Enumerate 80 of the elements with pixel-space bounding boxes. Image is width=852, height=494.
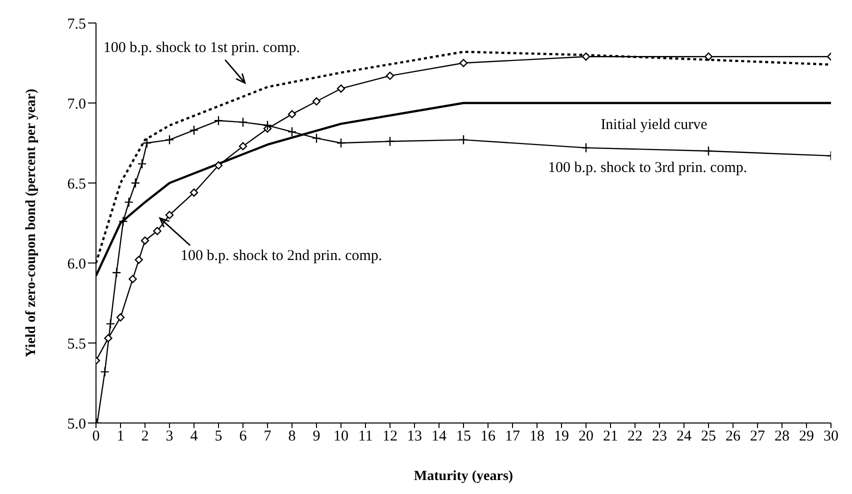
point (459, 58, 468, 68)
x-tick-label: 27 (750, 428, 766, 445)
point (238, 117, 248, 128)
point (336, 138, 346, 148)
point (134, 256, 143, 264)
point (704, 52, 713, 61)
point (582, 52, 590, 61)
x-tick-label: 10 (334, 428, 348, 445)
x-tick-label: 4 (190, 428, 198, 445)
y-tick-label: 6.0 (67, 256, 86, 272)
point (386, 72, 394, 80)
x-tick-label: 0 (92, 428, 100, 445)
point (104, 334, 112, 342)
x-tick-label: 15 (456, 428, 471, 445)
x-tick-label: 2 (141, 428, 149, 445)
series-label: 100 b.p. shock to 1st prin. comp. (103, 40, 300, 56)
x-tick-label: 20 (578, 428, 594, 445)
y-axis-title: Yield of zero-coupon bond (percent per year) (24, 88, 39, 358)
point (153, 226, 162, 236)
point (312, 97, 321, 106)
x-tick-label: 11 (358, 428, 373, 445)
point (581, 142, 591, 153)
x-tick-label: 23 (652, 428, 667, 445)
y-tick-label: 5.0 (67, 416, 86, 432)
x-tick-label: 9 (312, 428, 320, 445)
point (140, 236, 150, 245)
point (312, 133, 322, 144)
y-tick-label: 5.5 (67, 336, 86, 352)
series-label: 100 b.p. shock to 3rd prin. comp. (548, 160, 748, 176)
point (130, 178, 140, 188)
legend-label: 100 b.p. shock to 2nd prin. comp. (180, 248, 382, 264)
point (190, 188, 198, 197)
point (142, 138, 152, 148)
y-tick-label: 7.5 (67, 16, 86, 32)
x-tick-label: 26 (726, 428, 741, 445)
y-tick-label: 6.5 (67, 176, 86, 192)
x-tick-label: 7 (264, 428, 272, 445)
point (238, 142, 248, 150)
x-tick-label: 3 (166, 428, 174, 445)
x-tick-label: 1 (116, 428, 124, 445)
point (118, 216, 128, 226)
x-tick-label: 24 (676, 428, 692, 445)
point (704, 146, 714, 156)
series-label: Initial yield curve (600, 116, 708, 133)
point (165, 210, 174, 220)
point (116, 313, 125, 322)
x-tick-label: 29 (799, 428, 814, 445)
x-axis-title: Maturity (years) (414, 469, 514, 484)
point (336, 84, 346, 93)
x-tick-label: 14 (432, 428, 447, 445)
x-tick-label: 30 (824, 428, 838, 445)
x-tick-label: 28 (774, 428, 790, 445)
point (288, 110, 296, 118)
x-tick-label: 22 (628, 428, 642, 445)
x-tick-label: 21 (603, 428, 618, 445)
x-tick-label: 25 (701, 428, 716, 445)
x-tick-label: 18 (530, 428, 544, 445)
point (262, 120, 272, 130)
x-tick-label: 19 (554, 428, 569, 445)
point (100, 366, 110, 377)
point (214, 161, 223, 170)
point (214, 116, 224, 126)
x-tick-label: 12 (382, 428, 398, 445)
point (189, 125, 199, 136)
point (124, 197, 134, 208)
y-tick-label: 7.0 (67, 96, 86, 112)
point (164, 134, 174, 145)
x-tick-label: 17 (505, 428, 520, 445)
x-tick-label: 16 (480, 428, 496, 445)
x-tick-label: 5 (214, 428, 222, 445)
point (137, 158, 147, 169)
point (106, 318, 116, 329)
x-tick-label: 6 (239, 428, 248, 445)
point (287, 126, 297, 137)
point (128, 274, 137, 284)
point (385, 136, 395, 146)
x-tick-label: 8 (288, 428, 296, 445)
point (112, 268, 122, 278)
x-tick-label: 13 (407, 428, 422, 445)
point (458, 134, 468, 145)
